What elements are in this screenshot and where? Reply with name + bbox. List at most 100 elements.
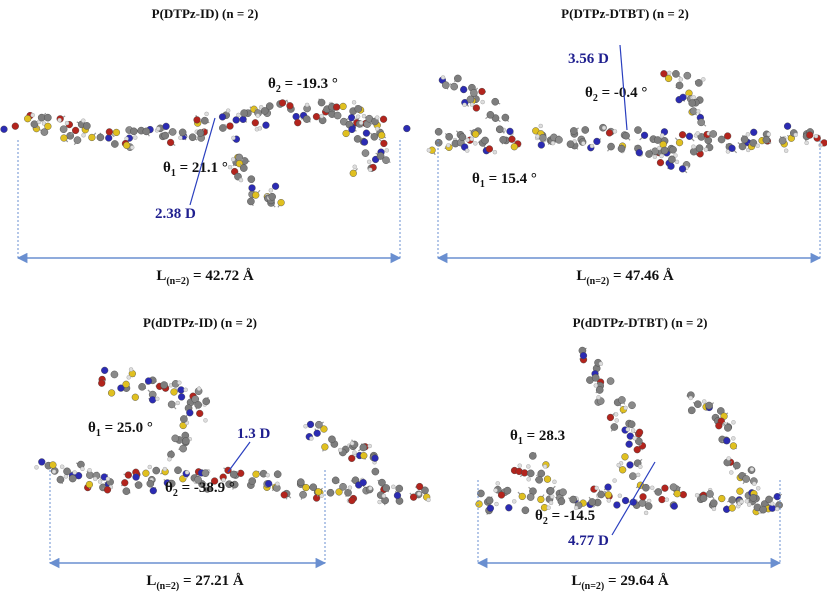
hydrogen-atom — [30, 112, 35, 118]
subscript: (n=2) — [166, 276, 189, 287]
atom — [717, 407, 725, 415]
hydrogen-atom — [465, 137, 470, 143]
dihedral-angle-2: θ2 = -19.3 ° — [268, 76, 338, 95]
subscript: 1 — [518, 436, 523, 447]
symbol: L — [576, 268, 586, 284]
atom — [194, 475, 202, 484]
symbol: θ — [510, 428, 518, 444]
atom — [618, 396, 626, 404]
molecule-models — [0, 70, 827, 516]
atom — [724, 424, 732, 432]
atom — [382, 156, 390, 164]
hydrogen-atom — [606, 498, 611, 503]
hydrogen-atom — [766, 132, 771, 137]
atom — [354, 105, 363, 113]
subscript: 1 — [96, 428, 101, 439]
hydrogen-atom — [623, 405, 628, 411]
hydrogen-atom — [613, 412, 619, 417]
atom — [633, 446, 641, 454]
atom — [605, 129, 614, 137]
atom — [627, 420, 636, 429]
atom — [491, 97, 500, 106]
atom — [539, 134, 547, 142]
subscript: 1 — [480, 179, 485, 190]
symbol: θ — [165, 480, 173, 496]
hydrogen-atom — [688, 395, 693, 401]
atom — [348, 454, 356, 462]
hydrogen-atom — [783, 148, 789, 153]
atom — [450, 82, 458, 91]
hydrogen-atom — [204, 483, 209, 488]
atom — [219, 124, 227, 132]
atom — [194, 401, 202, 409]
atom — [723, 437, 731, 445]
atom — [142, 469, 150, 477]
atom — [344, 488, 352, 497]
atom — [378, 131, 386, 139]
value: = 15.4 ° — [485, 171, 537, 187]
atom — [167, 400, 176, 409]
atom — [333, 103, 341, 111]
hydrogen-atom — [34, 465, 39, 470]
hydrogen-atom — [175, 400, 180, 406]
atom — [328, 435, 336, 444]
atom — [416, 482, 424, 491]
atom — [736, 487, 744, 495]
dipole-moment: 4.77 D — [568, 533, 609, 549]
atom — [724, 132, 732, 140]
hydrogen-atom — [480, 99, 485, 105]
atom — [635, 437, 643, 446]
atom — [709, 499, 718, 507]
symbol: θ — [472, 171, 480, 187]
dihedral-angle-1: θ1 = 15.4 ° — [472, 171, 537, 190]
hydrogen-atom — [257, 126, 263, 131]
panel-title: P(DTPz-DTBT) (n = 2) — [561, 6, 689, 21]
atom — [610, 423, 619, 431]
atom — [659, 140, 667, 149]
atom — [167, 138, 175, 147]
hydrogen-atom — [657, 145, 662, 151]
hydrogen-atom — [517, 463, 522, 468]
atom — [349, 169, 357, 177]
hydrogen-atom — [337, 447, 343, 453]
atom — [622, 131, 630, 140]
atom — [508, 135, 516, 143]
hydrogen-atom — [227, 164, 233, 170]
atom — [277, 199, 285, 207]
atom — [248, 184, 256, 192]
atom — [376, 152, 385, 160]
atom — [265, 102, 274, 110]
hydrogen-atom — [426, 148, 432, 153]
hydrogen-atom — [673, 153, 678, 158]
atom — [518, 492, 526, 501]
hydrogen-atom — [225, 108, 231, 113]
hydrogen-atom — [749, 467, 755, 472]
symbol: θ — [268, 76, 276, 92]
hydrogen-atom — [133, 135, 138, 140]
atom — [134, 481, 143, 489]
hydrogen-atom — [97, 479, 103, 484]
hydrogen-atom — [255, 113, 261, 118]
atom — [672, 70, 680, 78]
hydrogen-atom — [492, 149, 498, 155]
subscript: 2 — [173, 488, 178, 499]
hydrogen-atom — [614, 418, 619, 423]
atom — [718, 494, 726, 503]
atom — [273, 470, 282, 479]
atom — [268, 192, 276, 201]
atom — [117, 384, 125, 392]
hydrogen-atom — [57, 117, 62, 123]
atom — [361, 149, 370, 157]
hydrogen-atom — [695, 131, 700, 136]
dipole-moment: 2.38 D — [155, 206, 196, 222]
atom — [699, 494, 708, 502]
subscript: (n=2) — [156, 581, 179, 592]
atom — [403, 124, 411, 133]
atom — [472, 104, 480, 112]
atom — [294, 119, 302, 127]
atom — [178, 128, 187, 137]
atom — [501, 113, 510, 122]
atom — [591, 374, 600, 382]
atom — [749, 494, 758, 502]
atom — [105, 134, 113, 142]
